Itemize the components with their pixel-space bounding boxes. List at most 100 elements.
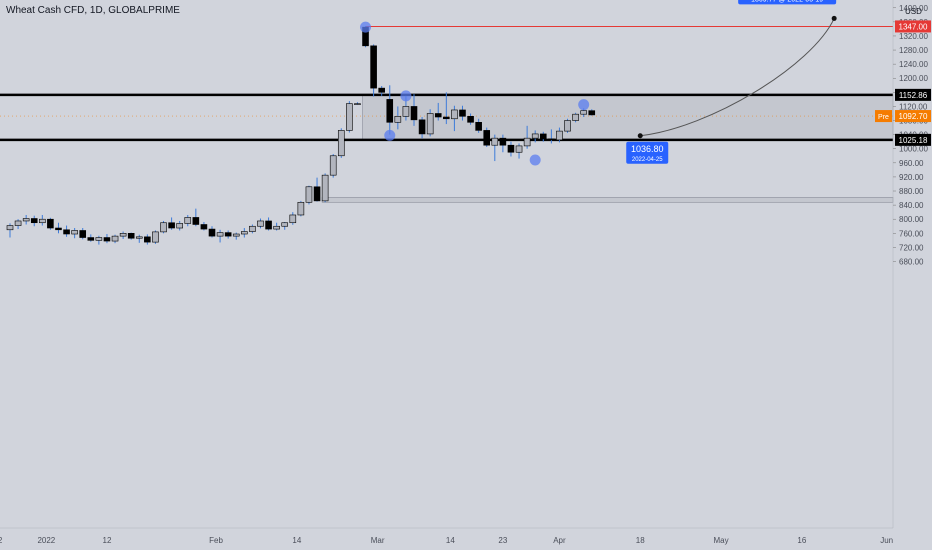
candle[interactable]	[47, 217, 54, 230]
candle[interactable]	[539, 131, 547, 142]
price-tick-label: 1200.00	[899, 74, 928, 83]
candle[interactable]	[297, 200, 305, 217]
candle[interactable]	[14, 219, 22, 230]
candle[interactable]	[152, 230, 159, 244]
candle-body	[426, 113, 434, 135]
candle[interactable]	[6, 223, 14, 238]
candle-body	[95, 237, 103, 241]
price-axis[interactable]: USD 680.00 720.00 760.00 800.00 840.00 880.00 9…	[875, 0, 931, 528]
candle[interactable]	[305, 185, 313, 205]
candle[interactable]	[265, 217, 272, 231]
candle[interactable]	[531, 130, 539, 143]
price-tick-label: 920.00	[899, 173, 924, 182]
candle[interactable]	[119, 231, 127, 239]
pivot-marker[interactable]	[400, 90, 412, 102]
candle[interactable]	[483, 127, 491, 147]
candle[interactable]	[176, 220, 183, 231]
price-tick-label: 1280.00	[899, 46, 928, 55]
candle[interactable]	[386, 85, 394, 135]
candle[interactable]	[329, 154, 337, 178]
candle[interactable]	[257, 218, 264, 229]
pivot-marker[interactable]	[360, 21, 372, 33]
candle[interactable]	[289, 212, 297, 225]
candle[interactable]	[346, 101, 353, 133]
resistance-price-tag: 1347.00	[895, 20, 931, 33]
projection-start-date: 2022-04-25	[632, 157, 663, 163]
candle[interactable]	[321, 173, 329, 203]
candle[interactable]	[499, 134, 507, 153]
candle[interactable]	[87, 234, 95, 242]
candle[interactable]	[55, 222, 62, 234]
candle[interactable]	[313, 177, 321, 202]
candle[interactable]	[434, 102, 442, 121]
currency-label: USD	[905, 7, 922, 16]
candle[interactable]	[556, 127, 563, 143]
candle-body	[329, 155, 337, 176]
pivot-marker[interactable]	[529, 154, 541, 166]
candle-body	[564, 120, 571, 132]
candle[interactable]	[572, 112, 579, 123]
candle[interactable]	[418, 117, 426, 139]
candle[interactable]	[63, 225, 70, 237]
candle[interactable]	[443, 92, 450, 125]
candle[interactable]	[507, 141, 515, 157]
candle-body	[313, 186, 321, 202]
time-axis[interactable]: 22202212Feb14Mar1423Apr18May16Jun13	[0, 527, 932, 545]
candle[interactable]	[281, 222, 289, 230]
candle[interactable]	[71, 228, 78, 239]
candle[interactable]	[249, 224, 256, 234]
candle[interactable]	[111, 234, 119, 244]
candle[interactable]	[459, 105, 466, 121]
candle[interactable]	[564, 118, 571, 133]
candle[interactable]	[523, 125, 531, 149]
candle[interactable]	[426, 109, 434, 137]
pivot-marker[interactable]	[578, 99, 590, 111]
candle[interactable]	[394, 106, 402, 130]
pivot-marker[interactable]	[384, 129, 396, 141]
projection-start-point[interactable]	[637, 133, 643, 139]
candle[interactable]	[475, 118, 482, 133]
candle[interactable]	[135, 234, 143, 243]
candle[interactable]	[127, 232, 135, 240]
candle[interactable]	[208, 226, 216, 238]
candle[interactable]	[337, 128, 345, 158]
candle[interactable]	[232, 232, 240, 240]
candle[interactable]	[273, 222, 280, 231]
candle[interactable]	[168, 217, 175, 230]
candle[interactable]	[467, 113, 474, 125]
candle[interactable]	[491, 134, 499, 162]
candle[interactable]	[160, 220, 167, 234]
candle[interactable]	[241, 228, 248, 238]
candle[interactable]	[30, 215, 38, 227]
candle[interactable]	[370, 44, 377, 97]
candle-body	[6, 225, 14, 231]
plot-area[interactable]: 1036.80 2022-04-25 332.97 (32.12%) in 24d1…	[0, 0, 894, 245]
candle[interactable]	[548, 129, 555, 144]
candle[interactable]	[95, 235, 103, 245]
candle[interactable]	[39, 214, 46, 226]
candle-body	[467, 116, 474, 123]
candle[interactable]	[192, 208, 200, 227]
candle[interactable]	[79, 228, 87, 240]
candle[interactable]	[144, 234, 151, 245]
candle[interactable]	[200, 222, 208, 231]
candle[interactable]	[378, 85, 385, 96]
candle-body	[580, 110, 587, 115]
candle-body	[200, 224, 208, 230]
candle[interactable]	[216, 229, 224, 243]
candle-body	[483, 130, 491, 146]
candle[interactable]	[224, 230, 232, 239]
projection-end-point[interactable]	[831, 15, 837, 21]
candle[interactable]	[22, 214, 30, 225]
candle[interactable]	[588, 109, 596, 116]
candle[interactable]	[410, 94, 418, 126]
projection-curve[interactable]	[640, 18, 835, 137]
candle[interactable]	[103, 234, 111, 244]
candle-body	[184, 217, 192, 224]
candle[interactable]	[184, 214, 192, 227]
candle[interactable]	[515, 143, 523, 159]
candle[interactable]	[451, 105, 458, 132]
candle[interactable]	[354, 102, 361, 106]
